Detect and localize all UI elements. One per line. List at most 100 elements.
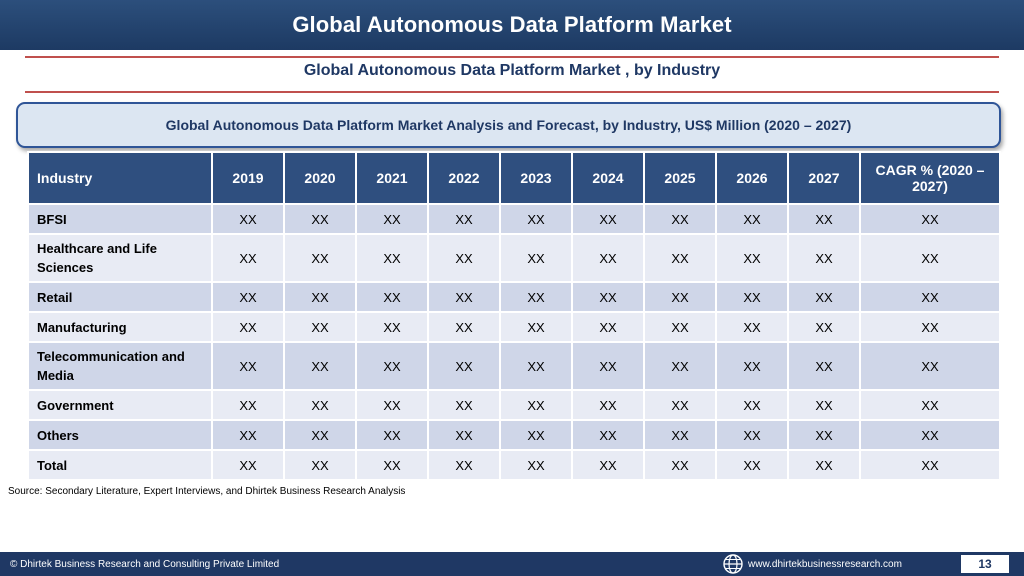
table-cell: XX [715,341,789,391]
copyright-text: © Dhirtek Business Research and Consulti… [10,559,280,570]
table-cell: XX [787,311,861,343]
row-label: Healthcare and Life Sciences [27,233,213,283]
table-cell: XX [859,341,1001,391]
column-header: 2024 [571,151,645,205]
analysis-title-box: Global Autonomous Data Platform Market A… [16,102,1001,148]
table-cell: XX [283,203,357,235]
column-header: Industry [27,151,213,205]
globe-icon [723,554,743,574]
column-header: 2025 [643,151,717,205]
table-cell: XX [211,233,285,283]
table-cell: XX [499,311,573,343]
table-cell: XX [355,233,429,283]
table-cell: XX [211,419,285,451]
table-row: Government XX XX XX XX XX XX XX XX XX XX [27,389,1001,421]
table-cell: XX [499,419,573,451]
table-cell: XX [355,419,429,451]
table-cell: XX [499,203,573,235]
table-cell: XX [787,419,861,451]
row-label: Telecommunication and Media [27,341,213,391]
row-label: Others [27,419,213,451]
industry-forecast-table: Industry 2019 2020 2021 2022 2023 2024 2… [27,151,1001,481]
table-cell: XX [643,203,717,235]
table-cell: XX [499,281,573,313]
table-cell: XX [571,389,645,421]
table-cell: XX [211,341,285,391]
table-cell: XX [427,281,501,313]
table-cell: XX [715,449,789,481]
row-label: BFSI [27,203,213,235]
table-cell: XX [787,389,861,421]
table-row: Healthcare and Life Sciences XX XX XX XX XX XX… [27,233,1001,283]
table-row: Retail XX XX XX XX XX XX XX XX XX XX [27,281,1001,313]
footer-bar: © Dhirtek Business Research and Consulti… [0,552,1024,576]
table-cell: XX [643,281,717,313]
table-cell: XX [859,311,1001,343]
table-cell: XX [283,341,357,391]
table-row: Total XX XX XX XX XX XX XX XX XX XX [27,449,1001,481]
table-cell: XX [355,449,429,481]
table-cell: XX [643,311,717,343]
table-cell: XX [787,233,861,283]
table-cell: XX [571,341,645,391]
column-header: 2019 [211,151,285,205]
table-cell: XX [211,389,285,421]
section-subtitle: Global Autonomous Data Platform Market ,… [303,62,721,79]
table-cell: XX [859,389,1001,421]
table-cell: XX [355,311,429,343]
bottom-divider [25,91,999,93]
table-cell: XX [427,233,501,283]
row-label: Retail [27,281,213,313]
table-cell: XX [571,203,645,235]
table-cell: XX [211,449,285,481]
table-cell: XX [355,341,429,391]
table-cell: XX [427,419,501,451]
table-cell: XX [355,389,429,421]
table-cell: XX [427,449,501,481]
table-cell: XX [787,203,861,235]
table-cell: XX [283,311,357,343]
table-cell: XX [355,203,429,235]
column-header: 2020 [283,151,357,205]
table-cell: XX [355,281,429,313]
analysis-title: Global Autonomous Data Platform Market A… [165,117,852,133]
table-cell: XX [283,281,357,313]
table-cell: XX [571,311,645,343]
table-cell: XX [859,419,1001,451]
row-label: Government [27,389,213,421]
table-cell: XX [427,203,501,235]
table-cell: XX [715,419,789,451]
table-cell: XX [427,341,501,391]
table-cell: XX [571,449,645,481]
table-cell: XX [211,311,285,343]
table-cell: XX [499,233,573,283]
page-title: Global Autonomous Data Platform Market [292,12,732,37]
table-cell: XX [715,389,789,421]
table-cell: XX [211,281,285,313]
table-row: Manufacturing XX XX XX XX XX XX XX XX XX XX [27,311,1001,343]
header-bar: Global Autonomous Data Platform Market [0,0,1024,50]
table-cell: XX [787,341,861,391]
column-header: CAGR % (2020 – 2027) [859,151,1001,205]
table-cell: XX [643,389,717,421]
table-cell: XX [859,233,1001,283]
table-cell: XX [499,341,573,391]
column-header: 2021 [355,151,429,205]
table-cell: XX [859,281,1001,313]
page-number: 13 [961,555,1009,573]
table-row: Others XX XX XX XX XX XX XX XX XX XX [27,419,1001,451]
table-cell: XX [715,281,789,313]
table-cell: XX [643,341,717,391]
column-header: 2023 [499,151,573,205]
website-link[interactable]: www.dhirtekbusinessresearch.com [748,559,902,570]
table-cell: XX [427,389,501,421]
table-header-row: Industry 2019 2020 2021 2022 2023 2024 2… [27,151,1001,205]
row-label: Manufacturing [27,311,213,343]
table-cell: XX [715,311,789,343]
table-cell: XX [787,281,861,313]
table-cell: XX [499,389,573,421]
table-cell: XX [283,419,357,451]
table-cell: XX [715,203,789,235]
top-divider [25,56,999,58]
table-cell: XX [499,449,573,481]
